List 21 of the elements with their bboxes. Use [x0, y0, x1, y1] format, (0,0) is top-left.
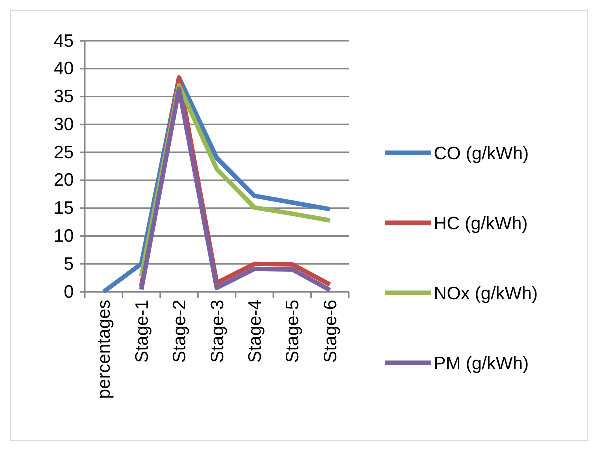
y-tick-label: 5 — [64, 254, 74, 274]
y-tick-label: 35 — [54, 86, 74, 107]
x-tick-label: Stage-5 — [282, 300, 303, 364]
x-tick-label: Stage-3 — [207, 300, 228, 364]
y-tick-label: 20 — [54, 170, 74, 190]
legend-label: CO (g/kWh) — [434, 143, 530, 164]
y-tick-label: 0 — [64, 282, 74, 302]
y-tick-label: 45 — [54, 30, 74, 51]
y-tick-label: 10 — [54, 226, 74, 246]
legend-label: HC (g/kWh) — [434, 213, 528, 234]
y-tick-label: 25 — [54, 142, 74, 162]
legend-label: PM (g/kWh) — [434, 353, 530, 374]
x-tick-label: Stage-1 — [132, 300, 152, 364]
x-tick-label: Stage-6 — [320, 300, 340, 364]
y-tick-label: 30 — [54, 114, 74, 134]
y-tick-label: 40 — [54, 58, 74, 79]
x-tick-label: Stage-2 — [170, 300, 190, 364]
y-tick-label: 15 — [54, 198, 74, 218]
x-tick-label: percentages — [94, 300, 114, 400]
legend-label: NOx (g/kWh) — [434, 283, 538, 304]
x-tick-label: Stage-4 — [245, 300, 266, 364]
